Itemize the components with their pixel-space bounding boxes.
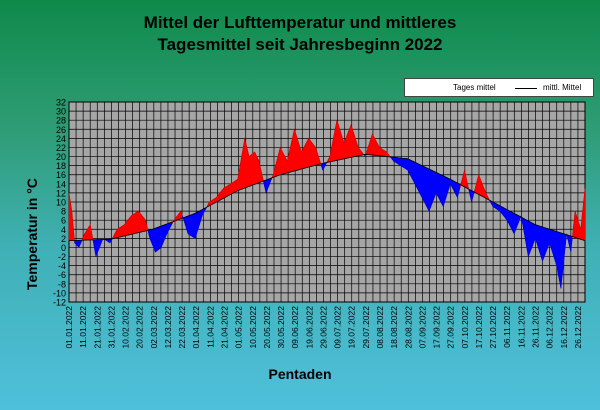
x-tick-label: 12.03.2022 bbox=[163, 306, 173, 349]
y-tick-label: -2 bbox=[58, 252, 66, 262]
legend: Tages mittel mittl. Mittel bbox=[404, 78, 594, 97]
legend-swatch-mean bbox=[515, 88, 537, 89]
x-tick-label: 27.09.2022 bbox=[446, 306, 456, 349]
x-tick-label: 01.05.2022 bbox=[234, 306, 244, 349]
x-tick-label: 26.11.2022 bbox=[531, 306, 541, 348]
x-tick-label: 09.07.2022 bbox=[333, 306, 343, 349]
x-tick-label: 20.05.2022 bbox=[262, 306, 272, 349]
x-tick-label: 02.03.2022 bbox=[149, 306, 159, 349]
y-tick-label: 14 bbox=[56, 179, 66, 189]
x-tick-label: 16.12.2022 bbox=[559, 306, 569, 349]
y-tick-label: -6 bbox=[58, 270, 66, 280]
x-tick-label: 30.05.2022 bbox=[276, 306, 286, 349]
x-tick-label: 06.11.2022 bbox=[502, 306, 512, 348]
y-tick-label: -4 bbox=[58, 261, 66, 271]
chart-title-line2: Tagesmittel seit Jahresbeginn 2022 bbox=[157, 35, 443, 54]
x-tick-label: 10.05.2022 bbox=[248, 306, 258, 349]
y-tick-label: -8 bbox=[58, 279, 66, 289]
x-tick-label: 29.06.2022 bbox=[318, 306, 328, 349]
x-tick-label: 19.06.2022 bbox=[304, 306, 314, 349]
x-tick-label: 19.07.2022 bbox=[347, 306, 357, 349]
x-tick-label: 17.09.2022 bbox=[432, 306, 442, 349]
chart-title-line1: Mittel der Lufttemperatur und mittleres bbox=[143, 13, 457, 32]
x-tick-label: 27.10.2022 bbox=[488, 306, 498, 349]
y-axis-label: Temperatur in °C bbox=[24, 178, 40, 290]
x-tick-label: 22.03.2022 bbox=[177, 306, 187, 349]
x-tick-label: 29.07.2022 bbox=[361, 306, 371, 349]
legend-label-mean: mittl. Mittel bbox=[543, 83, 582, 92]
x-tick-label: 21.04.2022 bbox=[220, 306, 230, 349]
x-tick-label: 21.01.2022 bbox=[92, 306, 102, 349]
x-tick-label: 11.01.2022 bbox=[78, 306, 88, 348]
chart-title: Mittel der Lufttemperatur und mittleres … bbox=[0, 12, 600, 56]
x-tick-label: 18.08.2022 bbox=[389, 306, 399, 349]
y-tick-label: 0 bbox=[61, 243, 66, 253]
y-tick-label: 32 bbox=[56, 98, 66, 108]
y-tick-label: 28 bbox=[56, 116, 66, 126]
y-tick-label: -10 bbox=[53, 288, 66, 298]
x-tick-label: 26.12.2022 bbox=[573, 306, 583, 349]
x-tick-label: 09.06.2022 bbox=[290, 306, 300, 349]
x-tick-label: 06.12.2022 bbox=[545, 306, 555, 349]
x-tick-label: 31.01.2022 bbox=[106, 306, 116, 349]
y-tick-label: 16 bbox=[56, 170, 66, 180]
y-tick-label: 26 bbox=[56, 125, 66, 135]
y-tick-label: 8 bbox=[61, 207, 66, 217]
legend-label-daily: Tages mittel bbox=[453, 83, 496, 92]
y-tick-label: 24 bbox=[56, 134, 66, 144]
x-tick-label: 28.08.2022 bbox=[403, 306, 413, 349]
daily-series-line bbox=[68, 120, 586, 289]
y-tick-label: 12 bbox=[56, 188, 66, 198]
y-tick-label: 6 bbox=[61, 216, 66, 226]
x-tick-label: 16.11.2022 bbox=[516, 306, 526, 348]
y-tick-label: 20 bbox=[56, 152, 66, 162]
y-tick-label: 10 bbox=[56, 198, 66, 208]
x-tick-label: 10.02.2022 bbox=[121, 306, 131, 349]
x-tick-label: 07.10.2022 bbox=[460, 306, 470, 349]
x-tick-label: 17.10.2022 bbox=[474, 306, 484, 349]
x-tick-label: 07.09.2022 bbox=[417, 306, 427, 349]
x-tick-label: 08.08.2022 bbox=[375, 306, 385, 349]
y-tick-label: -12 bbox=[53, 298, 66, 308]
x-tick-label: 01.01.2022 bbox=[64, 306, 74, 349]
x-tick-label: 01.04.2022 bbox=[191, 306, 201, 349]
y-tick-label: 2 bbox=[61, 234, 66, 244]
y-tick-label: 22 bbox=[56, 143, 66, 153]
x-tick-label: 11.04.2022 bbox=[205, 306, 215, 348]
mean-series-line bbox=[68, 153, 586, 242]
y-tick-label: 18 bbox=[56, 161, 66, 171]
x-tick-label: 20.02.2022 bbox=[135, 306, 145, 349]
y-tick-label: 30 bbox=[56, 107, 66, 117]
y-tick-label: 4 bbox=[61, 225, 66, 235]
x-axis-label: Pentaden bbox=[268, 366, 332, 382]
